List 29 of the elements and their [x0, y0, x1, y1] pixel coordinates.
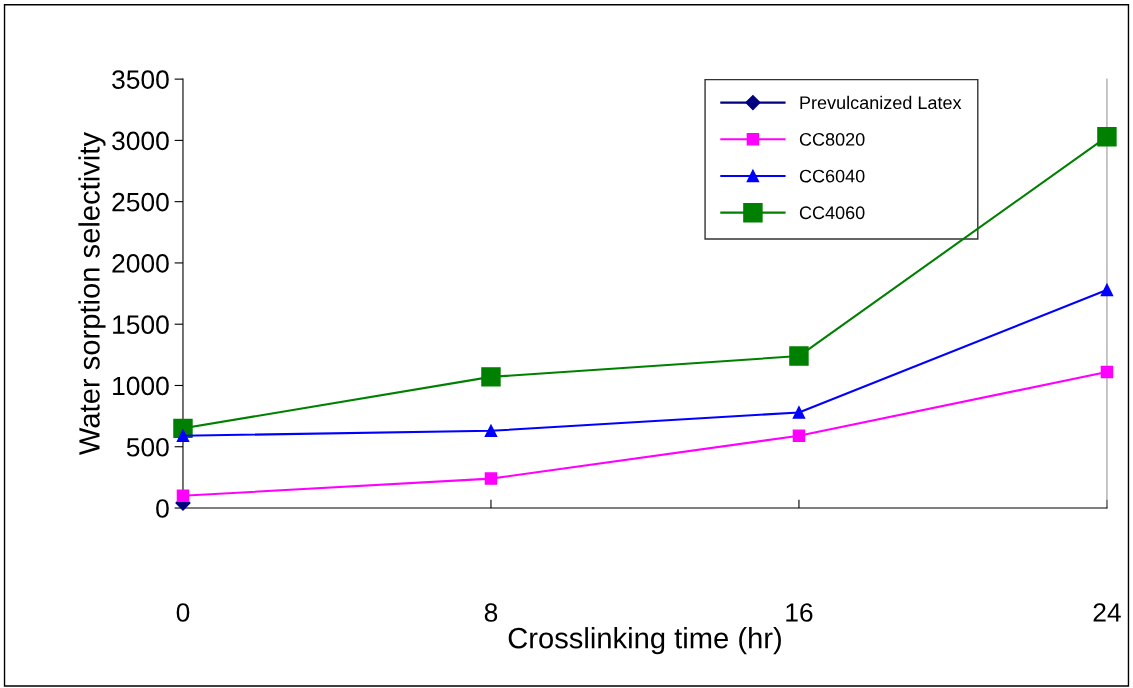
- point: [1100, 283, 1114, 297]
- legend-label: CC8020: [799, 132, 865, 146]
- y-tick-label: 2500: [112, 192, 169, 212]
- point: [176, 429, 190, 442]
- point: [481, 367, 501, 387]
- y-tick-label: 500: [126, 437, 169, 457]
- legend-label: CC6040: [799, 169, 865, 183]
- x-tick-label: 24: [1093, 603, 1121, 622]
- x-axis-title: Crosslinking time (hr): [508, 627, 781, 655]
- legend-label: Prevulcanized Latex: [800, 95, 962, 110]
- y-tick-label: 3000: [112, 131, 169, 151]
- y-tick-label: 1500: [113, 315, 169, 335]
- y-axis-title: Water sorption selectivity: [78, 132, 106, 455]
- y-tick-label: 0: [156, 499, 169, 518]
- x-tick-label: 0: [176, 603, 190, 622]
- point: [1097, 126, 1117, 147]
- y-tick-label: 2000: [112, 254, 169, 273]
- point: [484, 472, 498, 485]
- x-tick-label: 16: [786, 603, 813, 622]
- y-tick-label: 1000: [113, 376, 169, 396]
- y-tick-label: 3500: [112, 70, 169, 89]
- point: [484, 424, 498, 438]
- point: [1100, 365, 1114, 379]
- point: [792, 406, 806, 419]
- legend-label: CC4060: [799, 206, 865, 220]
- point: [789, 346, 809, 366]
- point: [792, 429, 806, 442]
- point: [176, 489, 190, 503]
- x-tick-label: 8: [484, 603, 498, 622]
